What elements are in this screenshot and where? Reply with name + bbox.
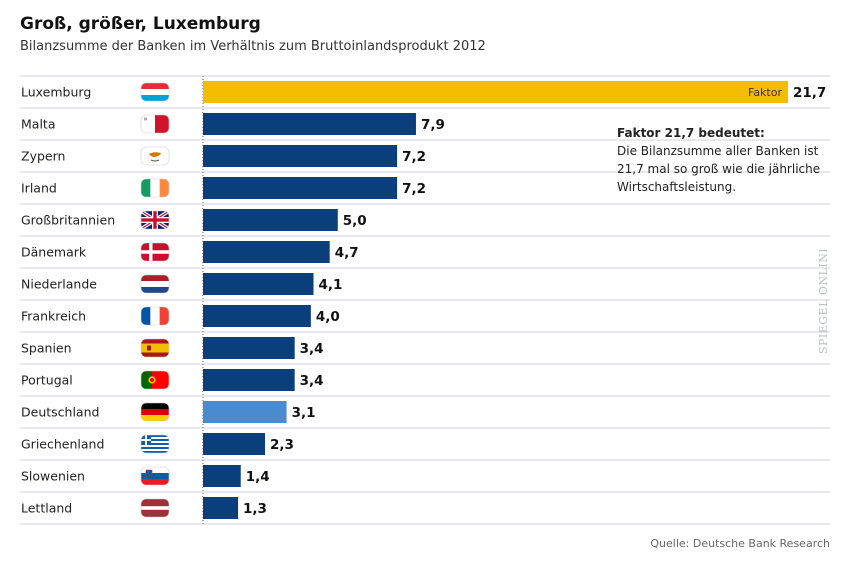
value-label: 3,1	[292, 405, 316, 421]
category-label: Niederlande	[21, 277, 97, 292]
chart-title: Groß, größer, Luxemburg	[20, 14, 261, 34]
bar-deutschland	[203, 401, 287, 423]
slowenien-flag-icon	[141, 467, 169, 485]
bar-zypern	[203, 145, 398, 167]
category-label: Griechenland	[21, 437, 104, 452]
bar-slowenien	[203, 465, 241, 487]
lettland-flag-icon	[141, 499, 169, 517]
value-label: 4,1	[319, 277, 343, 293]
value-label: 5,0	[343, 213, 367, 229]
bar-lettland	[203, 497, 239, 519]
grossbritannien-flag-icon	[141, 211, 169, 229]
zypern-flag-icon	[141, 147, 169, 165]
flag-border	[140, 274, 170, 294]
brand-watermark: SPIEGEL ONLINE	[817, 250, 830, 354]
griechenland-flag-icon	[141, 435, 169, 453]
category-label: Luxemburg	[21, 85, 91, 100]
value-label: 4,0	[316, 309, 340, 325]
value-label: 1,4	[246, 469, 270, 485]
category-label: Slowenien	[21, 469, 85, 484]
category-label: Dänemark	[21, 245, 87, 260]
bar-großbritannien	[203, 209, 338, 231]
value-label: 7,2	[402, 149, 426, 165]
flag-border	[140, 402, 170, 422]
annotation-body: Die Bilanzsumme aller Banken ist 21,7 ma…	[617, 144, 821, 194]
source-note: Quelle: Deutsche Bank Research	[650, 537, 830, 550]
flag-border	[140, 306, 170, 326]
bar-spanien	[203, 337, 295, 359]
chart-subtitle: Bilanzsumme der Banken im Verhältnis zum…	[20, 39, 486, 54]
bar-malta	[203, 113, 416, 135]
value-label: 21,7	[793, 85, 826, 101]
flag-border	[140, 114, 170, 134]
category-label: Frankreich	[21, 309, 86, 324]
frankreich-flag-icon	[141, 307, 169, 325]
category-label: Lettland	[21, 501, 72, 516]
flag-border	[140, 498, 170, 518]
category-label: Malta	[21, 117, 55, 132]
flag-border	[140, 178, 170, 198]
flag-border	[140, 242, 170, 262]
brand-text: SPIEGEL ONLINE	[817, 250, 830, 354]
value-label: 7,9	[421, 117, 445, 133]
flag-border	[140, 434, 170, 454]
value-label: 3,4	[300, 341, 324, 357]
flag-border	[140, 338, 170, 358]
value-label: 1,3	[243, 501, 267, 517]
flag-border	[140, 210, 170, 230]
annotation-heading: Faktor 21,7 bedeutet:	[617, 126, 765, 140]
value-label: 7,2	[402, 181, 426, 197]
bar-inside-label: Faktor	[748, 86, 782, 99]
flag-border	[140, 146, 170, 166]
category-label: Portugal	[21, 373, 73, 388]
irland-flag-icon	[141, 179, 169, 197]
category-label: Spanien	[21, 341, 72, 356]
value-label: 4,7	[335, 245, 359, 261]
category-label: Deutschland	[21, 405, 99, 420]
deutschland-flag-icon	[141, 403, 169, 421]
flag-border	[140, 82, 170, 102]
flag-border	[140, 466, 170, 486]
daenemark-flag-icon	[141, 243, 169, 261]
category-label: Großbritannien	[21, 213, 115, 228]
spanien-flag-icon	[141, 339, 169, 357]
luxemburg-flag-icon	[141, 83, 169, 101]
niederlande-flag-icon	[141, 275, 169, 293]
bar-frankreich	[203, 305, 311, 327]
flag-border	[140, 370, 170, 390]
bar-niederlande	[203, 273, 314, 295]
portugal-flag-icon	[141, 371, 169, 389]
bar-griechenland	[203, 433, 266, 455]
malta-flag-icon	[141, 115, 169, 133]
value-label: 2,3	[270, 437, 294, 453]
bar-dänemark	[203, 241, 330, 263]
category-label: Irland	[21, 181, 57, 196]
category-label: Zypern	[21, 149, 65, 164]
bar-portugal	[203, 369, 295, 391]
value-label: 3,4	[300, 373, 324, 389]
annotation-box: Faktor 21,7 bedeutet: Die Bilanzsumme al…	[617, 124, 832, 196]
bar-irland	[203, 177, 398, 199]
bar-luxemburg	[203, 81, 788, 103]
